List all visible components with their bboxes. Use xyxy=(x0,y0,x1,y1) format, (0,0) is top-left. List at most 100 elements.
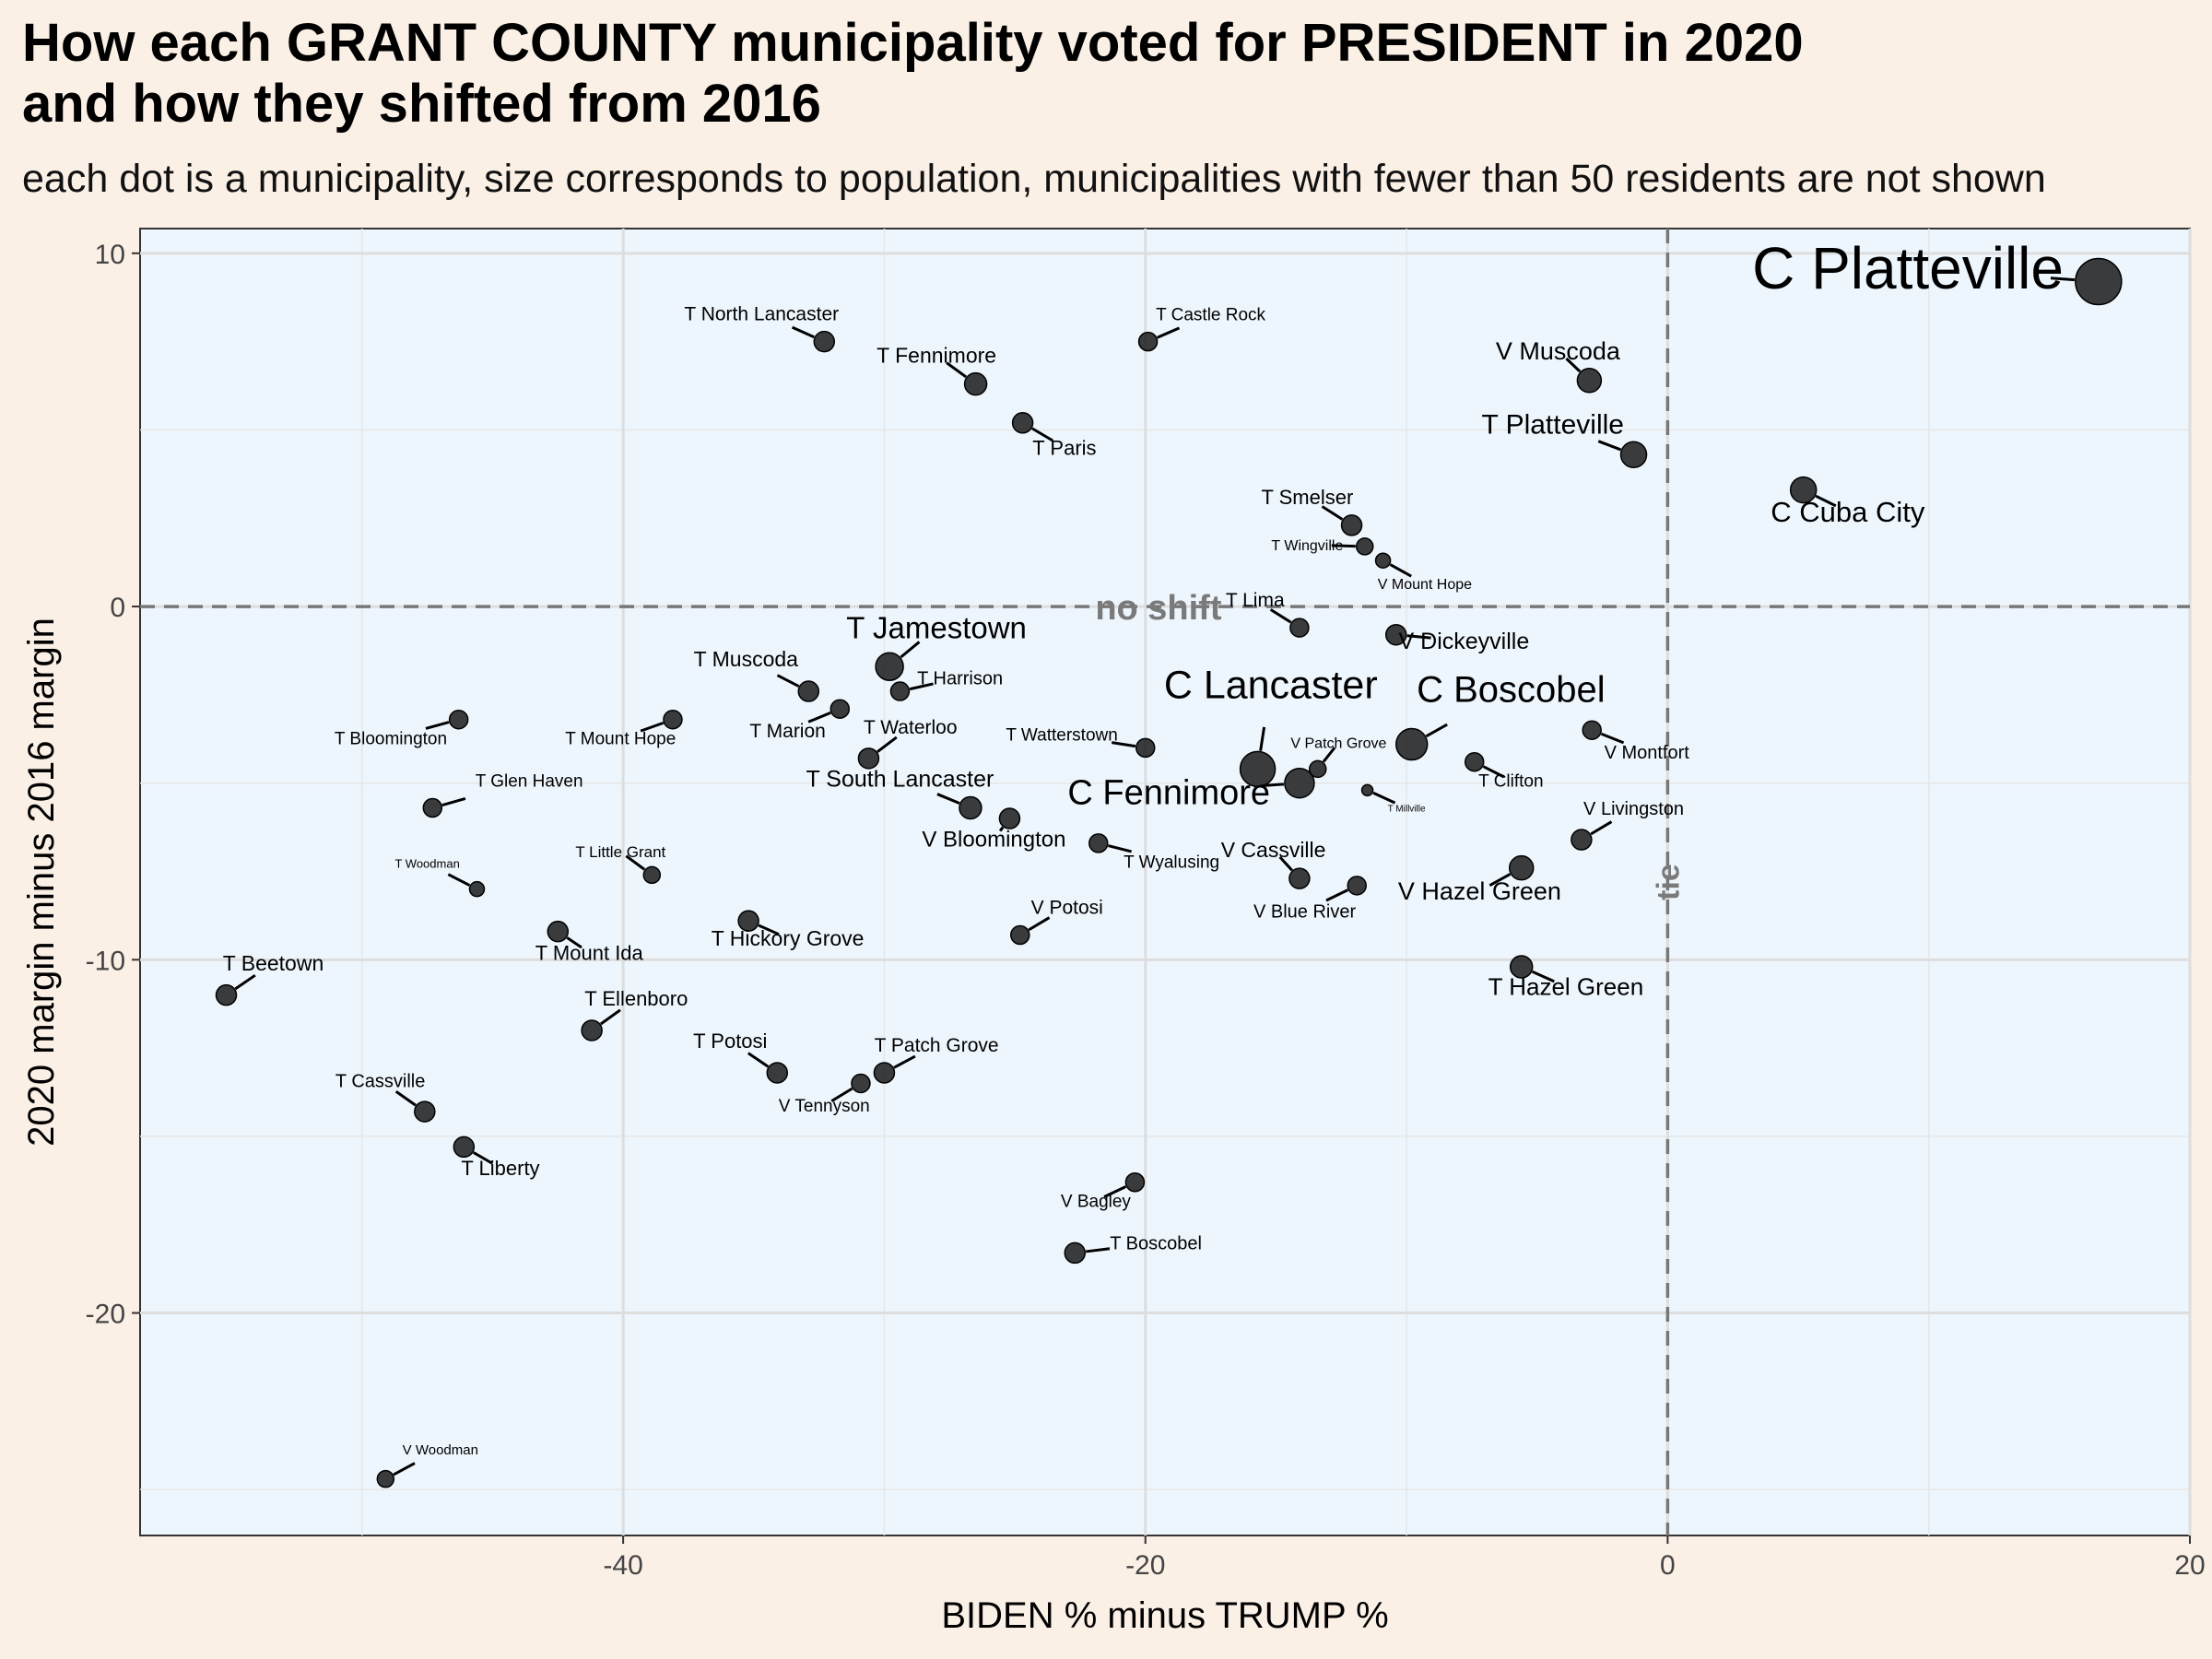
leader-v-potosi xyxy=(1028,916,1051,932)
point-v-patch-grove xyxy=(1308,759,1327,779)
x-tick-label: -40 xyxy=(603,1550,642,1581)
point-c-fennimore xyxy=(1284,767,1315,799)
leader-t-hazel-green xyxy=(1531,970,1555,983)
point-t-clifton xyxy=(1464,751,1485,772)
label-leaders xyxy=(234,276,2076,1477)
label-v-tennyson: V Tennyson xyxy=(779,1097,870,1116)
label-t-patch-grove: T Patch Grove xyxy=(875,1035,999,1056)
point-c-platteville xyxy=(2075,257,2123,306)
label-t-hazel-green: T Hazel Green xyxy=(1488,973,1644,1001)
point-t-lima xyxy=(1289,618,1310,638)
label-v-bloomington: V Bloomington xyxy=(922,828,1065,853)
chart-title-line1: How each GRANT COUNTY municipality voted… xyxy=(22,13,1804,73)
point-t-millville xyxy=(1360,783,1374,797)
point-v-muscoda xyxy=(1576,368,1603,394)
point-t-wyalusing xyxy=(1088,833,1109,853)
leader-v-livingston xyxy=(1590,820,1613,836)
point-t-cassville xyxy=(414,1100,436,1123)
tie-label: tie xyxy=(1651,864,1686,900)
label-t-bloomington: T Bloomington xyxy=(335,730,447,749)
label-v-cassville: V Cassville xyxy=(1221,838,1326,862)
leader-t-bloomington xyxy=(425,721,450,730)
leader-t-ellenboro xyxy=(600,1008,621,1026)
leader-v-mount-hope xyxy=(1389,563,1412,578)
label-t-wingville: T Wingville xyxy=(1271,538,1343,554)
label-t-paris: T Paris xyxy=(1032,436,1096,459)
leader-t-south-lancaster xyxy=(936,793,960,805)
leader-t-beetown xyxy=(234,973,256,991)
chart-title-line2: and how they shifted from 2016 xyxy=(22,74,821,134)
leader-v-tennyson xyxy=(830,1087,853,1102)
label-c-platteville: C Platteville xyxy=(1752,235,2064,301)
leader-t-watterstown xyxy=(1111,741,1136,748)
chart-title: How each GRANT COUNTY municipality voted… xyxy=(22,13,1804,135)
label-v-muscoda: V Muscoda xyxy=(1496,337,1621,365)
point-t-beetown xyxy=(215,983,238,1006)
label-t-wyalusing: T Wyalusing xyxy=(1124,853,1219,873)
label-t-hickory-grove: T Hickory Grove xyxy=(712,926,865,950)
leader-t-castle-rock xyxy=(1157,326,1181,339)
point-t-boscobel xyxy=(1064,1241,1087,1265)
label-t-beetown: T Beetown xyxy=(223,951,324,975)
point-t-mount-ida xyxy=(547,920,570,943)
y-tick-label: -10 xyxy=(86,946,125,976)
point-v-mount-hope xyxy=(1374,552,1392,569)
label-t-muscoda: T Muscoda xyxy=(694,647,799,671)
label-t-fennimore: T Fennimore xyxy=(877,344,996,368)
y-axis-label: 2020 margin minus 2016 margin xyxy=(21,618,62,1147)
point-t-marion xyxy=(830,699,851,719)
data-points xyxy=(215,257,2123,1488)
label-c-cuba-city: C Cuba City xyxy=(1771,496,1925,528)
point-v-blue-river xyxy=(1347,876,1367,896)
point-t-glen-haven xyxy=(422,797,443,818)
point-v-hazel-green xyxy=(1508,854,1535,881)
leader-t-cassville xyxy=(394,1090,417,1107)
label-v-mount-hope: V Mount Hope xyxy=(1378,577,1472,593)
point-t-mount-hope xyxy=(663,709,683,730)
leader-t-little-grant xyxy=(625,854,646,871)
leader-v-woodman xyxy=(393,1462,416,1477)
label-v-patch-grove: V Patch Grove xyxy=(1290,735,1386,751)
label-t-watterstown: T Watterstown xyxy=(1006,726,1117,746)
leader-v-bloomington xyxy=(998,826,1005,832)
label-v-woodman: V Woodman xyxy=(403,1442,478,1458)
point-v-montfort xyxy=(1582,720,1602,740)
x-tick-label: 0 xyxy=(1660,1550,1676,1581)
point-c-boscobel xyxy=(1394,727,1429,761)
leader-t-clifton xyxy=(1482,765,1505,779)
label-t-lima: T Lima xyxy=(1226,590,1285,611)
label-c-lancaster: C Lancaster xyxy=(1164,664,1378,708)
point-t-potosi xyxy=(766,1062,789,1084)
point-v-tennyson xyxy=(851,1073,871,1094)
point-t-paris xyxy=(1011,412,1034,434)
point-t-north-lancaster xyxy=(813,330,836,353)
leader-t-boscobel xyxy=(1085,1247,1111,1253)
label-t-mount-ida: T Mount Ida xyxy=(535,941,644,964)
label-t-north-lancaster: T North Lancaster xyxy=(684,304,839,325)
leader-v-cassville xyxy=(1278,855,1293,872)
x-axis-label: BIDEN % minus TRUMP % xyxy=(941,1595,1388,1636)
leader-v-bagley xyxy=(1103,1185,1127,1198)
point-v-potosi xyxy=(1010,924,1030,946)
point-v-woodman xyxy=(376,1469,395,1488)
axes: -40 -20 0 20 10 0 -10 -20 xyxy=(86,240,2206,1581)
label-v-hazel-green: V Hazel Green xyxy=(1398,877,1561,905)
leader-c-platteville xyxy=(2050,276,2076,282)
point-t-south-lancaster xyxy=(959,795,982,820)
point-v-bloomington xyxy=(998,807,1021,830)
leader-v-muscoda xyxy=(1565,357,1582,373)
point-t-bloomington xyxy=(448,709,469,730)
point-c-lancaster xyxy=(1239,750,1277,788)
label-t-south-lancaster: T South Lancaster xyxy=(806,767,994,793)
y-tick-label: 10 xyxy=(95,240,125,270)
label-t-marion: T Marion xyxy=(749,721,825,742)
label-t-mount-hope: T Mount Hope xyxy=(565,730,676,749)
label-t-cassville: T Cassville xyxy=(335,1071,425,1091)
leader-t-patch-grove xyxy=(893,1054,916,1069)
leader-v-blue-river xyxy=(1325,888,1348,902)
label-t-smelser: T Smelser xyxy=(1261,486,1353,509)
plot-panel xyxy=(139,228,2191,1536)
leader-t-hickory-grove xyxy=(758,924,780,936)
leader-t-glen-haven xyxy=(441,797,466,806)
reference-lines xyxy=(140,229,2190,1535)
